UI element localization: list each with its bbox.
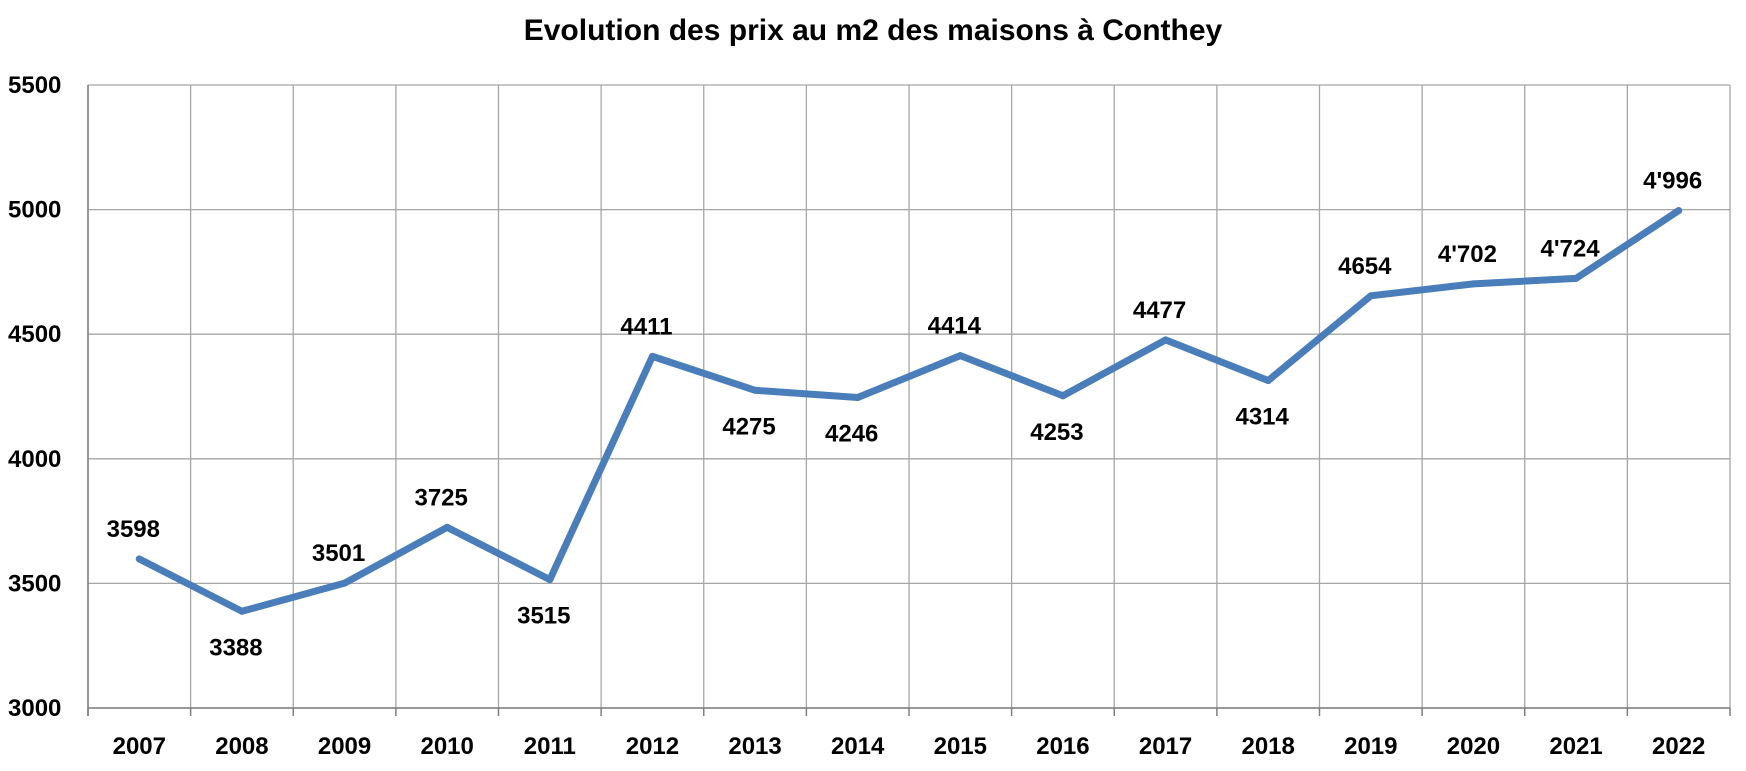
data-label: 4414	[928, 313, 982, 340]
x-tick-label: 2015	[934, 733, 987, 760]
y-tick-label: 4000	[8, 446, 61, 473]
x-tick-label: 2018	[1241, 733, 1294, 760]
data-point	[1367, 292, 1375, 300]
data-label: 3515	[517, 603, 570, 630]
x-tick-label: 2010	[420, 733, 473, 760]
data-point	[854, 393, 862, 401]
data-point	[751, 386, 759, 394]
data-point	[1469, 280, 1477, 288]
x-tick-label: 2020	[1447, 733, 1500, 760]
series-line	[135, 207, 1683, 615]
data-point	[956, 352, 964, 360]
data-point	[546, 576, 554, 584]
data-point	[1572, 274, 1580, 282]
data-label: 3725	[414, 484, 467, 511]
data-label: 4'724	[1541, 235, 1601, 262]
x-tick-label: 2009	[318, 733, 371, 760]
x-tick-label: 2022	[1652, 733, 1705, 760]
data-label: 4246	[825, 420, 878, 447]
y-tick-label: 5500	[8, 72, 61, 99]
y-tick-label: 5000	[8, 197, 61, 224]
y-tick-label: 3500	[8, 570, 61, 597]
data-label: 4314	[1235, 404, 1289, 431]
y-tick-label: 3000	[8, 695, 61, 722]
y-tick-label: 4500	[8, 321, 61, 348]
data-label: 4654	[1338, 253, 1392, 280]
data-point	[1059, 392, 1067, 400]
data-label: 4411	[620, 313, 672, 340]
data-point	[648, 352, 656, 360]
data-point	[1162, 336, 1170, 344]
data-label: 4253	[1030, 419, 1083, 446]
x-tick-label: 2016	[1036, 733, 1089, 760]
data-point	[443, 523, 451, 531]
chart-title: Evolution des prix au m2 des maisons à C…	[523, 14, 1223, 47]
data-label: 4'702	[1438, 241, 1497, 268]
x-tick-label: 2007	[113, 733, 166, 760]
x-tick-label: 2021	[1549, 733, 1602, 760]
x-tick-label: 2008	[215, 733, 268, 760]
data-label: 4275	[722, 413, 775, 440]
data-label: 4'996	[1643, 168, 1702, 195]
data-point	[238, 607, 246, 615]
data-point	[1675, 207, 1683, 215]
x-tick-label: 2011	[524, 733, 576, 760]
x-tick-label: 2013	[728, 733, 781, 760]
data-label: 3388	[209, 634, 262, 661]
x-tick-label: 2014	[831, 733, 885, 760]
data-point	[341, 579, 349, 587]
data-label: 4477	[1133, 297, 1186, 324]
x-tick-label: 2019	[1344, 733, 1397, 760]
data-label: 3501	[312, 540, 365, 567]
x-tick-label: 2012	[626, 733, 679, 760]
data-point	[1264, 377, 1272, 385]
x-tick-label: 2017	[1139, 733, 1192, 760]
data-point	[135, 555, 143, 563]
data-label: 3598	[107, 516, 160, 543]
